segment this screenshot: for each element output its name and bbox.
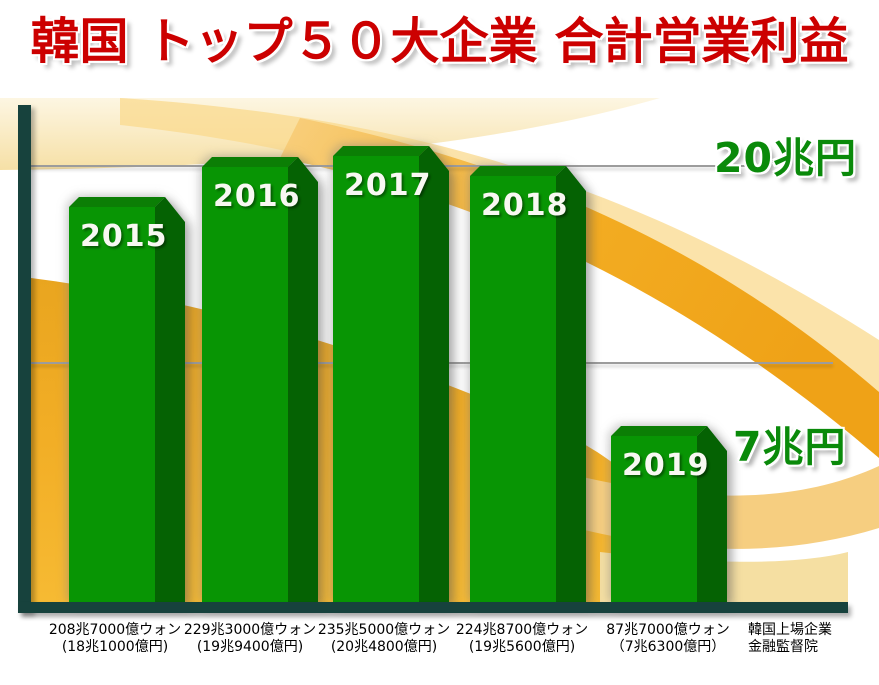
value-label-2019: 87兆7000億ウォン （7兆6300億円） — [606, 622, 730, 655]
bar-year-label-2018: 2018 — [481, 188, 569, 223]
source-label: 韓国上場企業 金融監督院 — [748, 622, 832, 655]
bar-year-label-2015: 2015 — [80, 219, 168, 254]
x-axis — [18, 602, 848, 613]
bar-2017 — [333, 146, 449, 603]
value-label-2017: 235兆5000億ウォン (20兆4800億円) — [317, 622, 451, 655]
value-label-2018: 224兆8700億ウォン (19兆5600億円) — [455, 622, 589, 655]
annotation-20-trillion-yen: 20兆円 — [714, 134, 858, 182]
bar-2016 — [202, 157, 318, 603]
page-title: 韓国 トップ５０大企業 合計営業利益 — [30, 13, 849, 70]
value-labels-row: 208兆7000億ウォン (18兆1000億円) 229兆3000億ウォン (19兆9… — [0, 622, 879, 682]
y-axis — [18, 105, 31, 613]
bar-year-label-2017: 2017 — [344, 168, 432, 203]
value-label-2016: 229兆3000億ウォン (19兆9400億円) — [183, 622, 317, 655]
bar-year-label-2016: 2016 — [213, 179, 301, 214]
annotation-7-trillion-yen: 7兆円 — [733, 423, 847, 471]
value-label-2015: 208兆7000億ウォン (18兆1000億円) — [48, 622, 182, 655]
bar-2019 — [611, 426, 727, 603]
bar-2018 — [470, 166, 586, 603]
bar-year-label-2019: 2019 — [622, 448, 710, 483]
bar-2015 — [69, 197, 185, 603]
